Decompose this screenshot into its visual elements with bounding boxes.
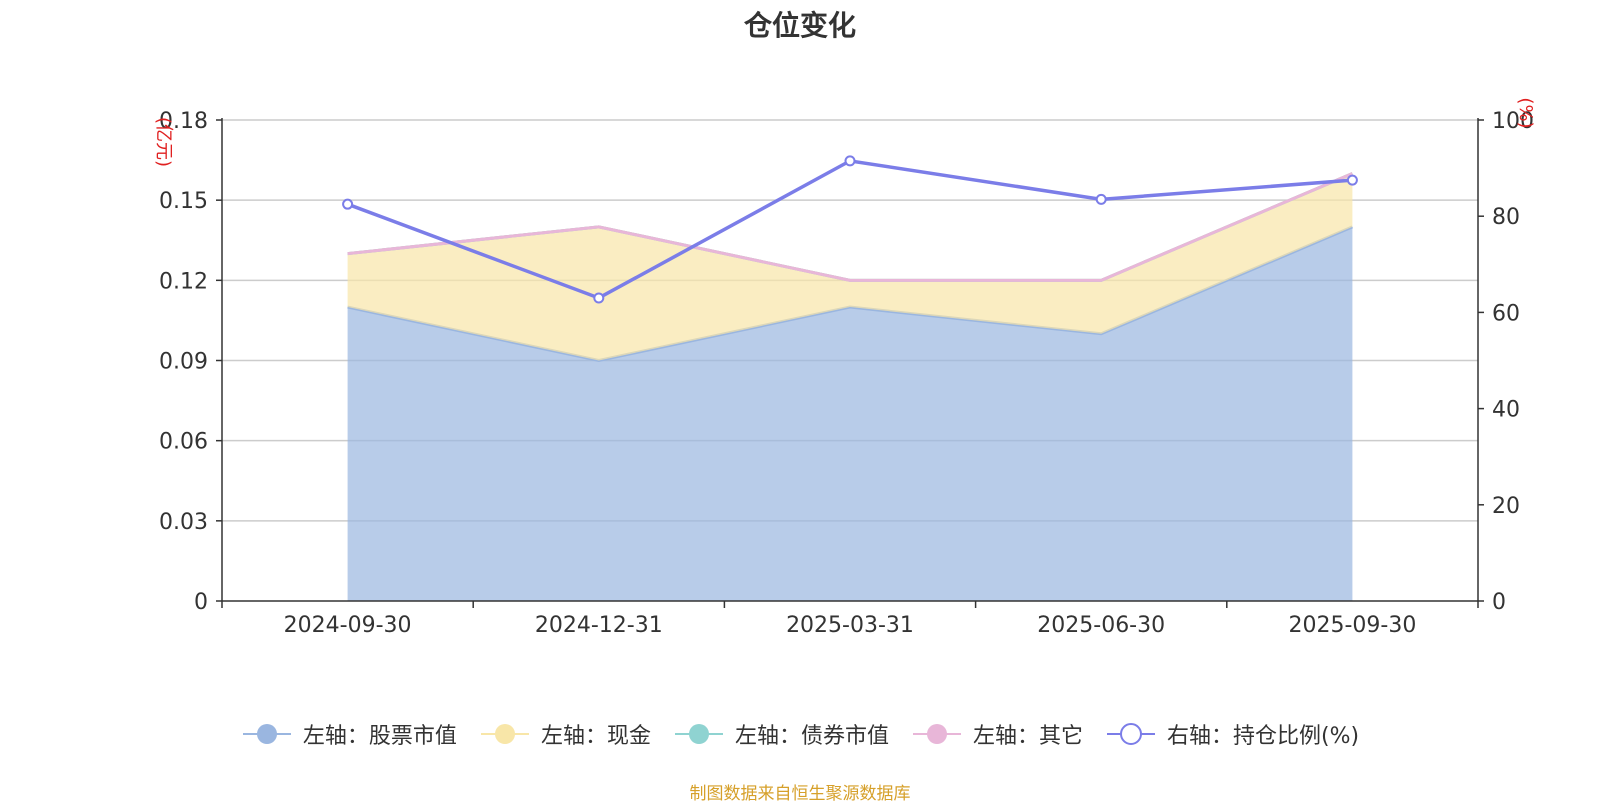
axes: 0 0.03 0.06 0.09 0.12 0.15 0.18 0 20 40 60 80 100 202… xyxy=(159,109,1534,638)
source-note: 制图数据来自恒生聚源数据库 xyxy=(689,784,911,804)
y-right-tick-label: 0 xyxy=(1492,590,1506,615)
line-point xyxy=(1346,174,1358,186)
y-right-unit-label: (%) xyxy=(1515,97,1536,128)
x-tick-label: 2024-12-31 xyxy=(535,613,663,638)
y-left-unit-label: (亿元) xyxy=(153,117,174,167)
y-left-tick-label: 0.09 xyxy=(159,350,208,375)
legend-symbol xyxy=(912,724,961,744)
y-right-tick-label: 80 xyxy=(1492,205,1520,230)
legend-symbol xyxy=(1106,723,1155,745)
x-tick-label: 2024-09-30 xyxy=(284,613,412,638)
area-左轴：股票市值 xyxy=(347,226,1353,601)
legend-label: 左轴：债券市值 xyxy=(734,724,889,749)
legend-symbol xyxy=(674,724,723,744)
legend-label: 右轴：持仓比例(%) xyxy=(1166,724,1360,749)
legend-item[interactable]: 左轴：现金 xyxy=(479,718,651,750)
y-left-tick-label: 0.06 xyxy=(159,430,208,455)
legend-symbol xyxy=(242,724,291,744)
y-right-tick-label: 20 xyxy=(1492,494,1520,519)
x-tick-label: 2025-09-30 xyxy=(1288,613,1416,638)
y-right-tick-label: 100 xyxy=(1492,109,1534,134)
legend-item[interactable]: 左轴：股票市值 xyxy=(241,718,457,750)
y-left-tick-label: 0.12 xyxy=(159,269,208,294)
legend-symbol xyxy=(480,724,529,744)
y-right-tick-label: 60 xyxy=(1492,301,1520,326)
line-point xyxy=(342,198,354,210)
area-edge-左轴：其它 xyxy=(347,172,1353,282)
y-left-tick-label: 0.15 xyxy=(159,189,208,214)
line-point xyxy=(844,155,856,167)
legend-item[interactable]: 左轴：债券市值 xyxy=(673,718,889,750)
legend: 左轴：股票市值 左轴：现金 左轴：债券市值 左轴：其它 右轴：持仓比例(%) xyxy=(0,718,1600,750)
x-tick-label: 2025-06-30 xyxy=(1037,613,1165,638)
chart-title: 仓位变化 xyxy=(743,9,856,42)
area-layer xyxy=(347,172,1353,601)
y-left-tick-label: 0.03 xyxy=(159,510,208,535)
legend-label: 左轴：其它 xyxy=(972,724,1083,749)
x-tick-label: 2025-03-31 xyxy=(786,613,914,638)
legend-label: 左轴：现金 xyxy=(540,724,651,749)
y-left-tick-label: 0.18 xyxy=(159,109,208,134)
legend-item[interactable]: 左轴：其它 xyxy=(911,718,1083,750)
y-right-tick-label: 40 xyxy=(1492,398,1520,423)
legend-label: 左轴：股票市值 xyxy=(302,724,457,749)
y-left-tick-label: 0 xyxy=(194,590,208,615)
area-左轴：现金 xyxy=(347,173,1353,361)
line-layer xyxy=(342,155,1358,304)
legend-item[interactable]: 右轴：持仓比例(%) xyxy=(1105,718,1359,750)
line-point xyxy=(593,292,605,304)
line-point xyxy=(1095,193,1107,205)
